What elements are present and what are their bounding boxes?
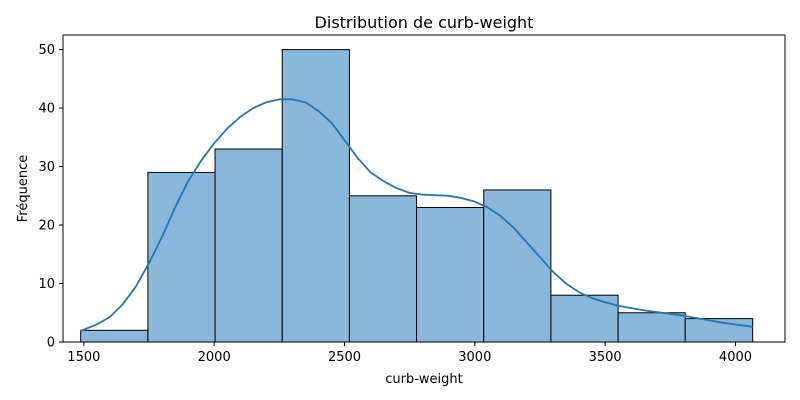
chart-title: Distribution de curb-weight <box>315 13 534 32</box>
x-tick-label: 4000 <box>719 350 752 365</box>
kde-layer <box>80 98 753 332</box>
histogram-bar-0 <box>80 329 149 343</box>
x-axis-ticks: 1500 2000 2500 3000 3500 4000 <box>67 342 752 365</box>
plot-frame <box>62 34 786 343</box>
y-axis-label: Fréquence <box>16 155 31 222</box>
histogram-bar-2 <box>214 148 283 343</box>
y-axis-ticks: 0 10 20 30 40 50 <box>38 43 63 351</box>
y-tick-label: 10 <box>38 277 55 292</box>
y-tick-label: 40 <box>38 102 55 117</box>
kde-curve <box>80 98 753 332</box>
x-tick-label: 1500 <box>67 350 100 365</box>
histogram-bar-6 <box>483 189 552 343</box>
bars-layer <box>80 49 754 343</box>
histogram-bar-3 <box>281 49 350 343</box>
y-tick-label: 50 <box>38 43 55 58</box>
histogram-bar-8 <box>617 312 686 343</box>
y-tick-label: 20 <box>38 219 55 234</box>
y-tick-label: 0 <box>47 336 55 351</box>
x-tick-label: 2500 <box>328 350 361 365</box>
histogram-bar-1 <box>147 171 216 343</box>
histogram-bar-4 <box>348 195 418 343</box>
histogram-bar-5 <box>416 207 485 343</box>
x-tick-label: 3500 <box>589 350 622 365</box>
y-tick-label: 30 <box>38 160 55 175</box>
x-tick-label: 3000 <box>458 350 491 365</box>
x-tick-label: 2000 <box>198 350 231 365</box>
x-axis-label: curb-weight <box>385 372 463 387</box>
